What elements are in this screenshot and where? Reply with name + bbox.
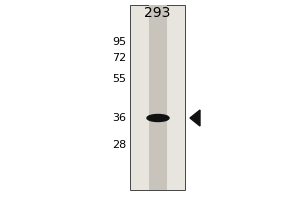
Text: 293: 293 (144, 6, 171, 20)
Bar (148, 5, 166, 190)
Text: 55: 55 (112, 74, 126, 84)
Text: 28: 28 (112, 140, 126, 150)
Text: 72: 72 (112, 53, 126, 63)
Bar (130, 5, 185, 190)
Text: 36: 36 (112, 113, 126, 123)
Text: 95: 95 (112, 37, 126, 47)
Ellipse shape (147, 114, 169, 121)
Polygon shape (190, 110, 200, 126)
